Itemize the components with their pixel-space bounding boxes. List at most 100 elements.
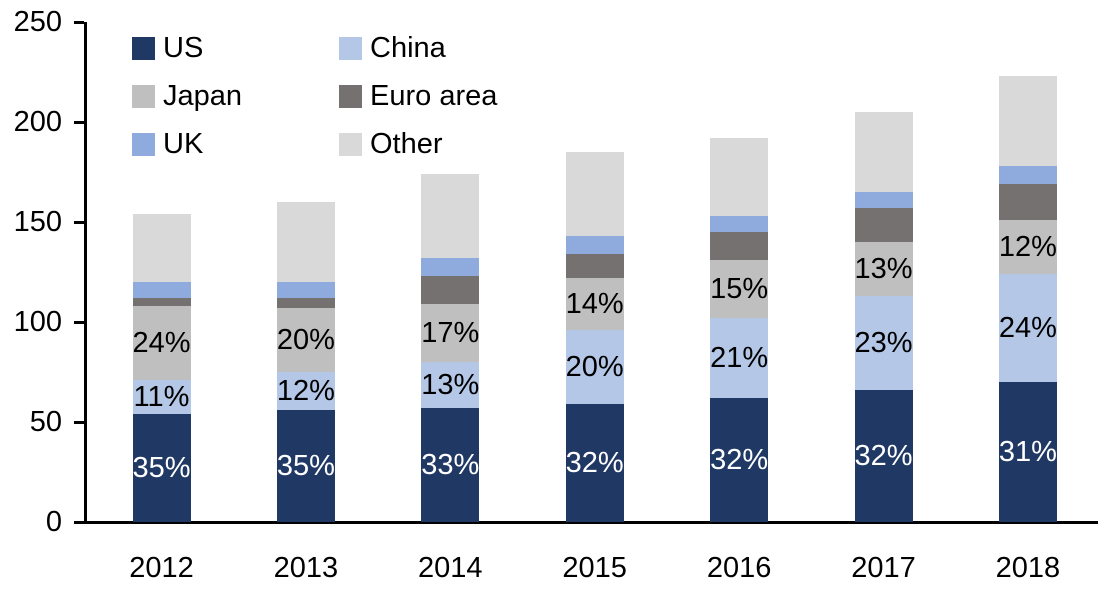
y-axis-line xyxy=(84,22,87,524)
bar-segment-us-2014 xyxy=(421,408,480,522)
y-tick xyxy=(74,320,84,324)
legend-label: US xyxy=(163,31,204,64)
legend-label: Euro area xyxy=(370,79,498,112)
x-tick-label-2012: 2012 xyxy=(129,552,194,584)
bar-segment-us-2013 xyxy=(276,410,335,522)
bar-segment-japan-2014 xyxy=(421,304,480,362)
bar-segment-uk-2016 xyxy=(710,216,769,232)
legend-swatch-euro-area xyxy=(339,84,362,108)
bar-segment-japan-2015 xyxy=(565,278,624,330)
bar-segment-uk-2017 xyxy=(854,192,913,208)
y-tick xyxy=(74,220,84,224)
segment-label-us-2017: 32% xyxy=(854,440,913,472)
legend-swatch-us xyxy=(132,36,155,60)
segment-label-china-2017: 23% xyxy=(854,327,913,359)
legend-swatch-china xyxy=(339,36,362,60)
y-tick-label: 150 xyxy=(13,206,62,238)
segment-label-us-2012: 35% xyxy=(132,452,191,484)
y-tick xyxy=(74,420,84,424)
bar-segment-euro-area-2018 xyxy=(998,184,1057,220)
bar-segment-euro-area-2015 xyxy=(565,254,624,278)
x-tick-label-2018: 2018 xyxy=(995,552,1061,584)
x-tick-label-2017: 2017 xyxy=(851,552,916,584)
x-tick-label-2014: 2014 xyxy=(418,552,483,584)
bar-segment-japan-2016 xyxy=(710,260,769,318)
segment-label-japan-2018: 12% xyxy=(998,231,1057,263)
bar-segment-uk-2012 xyxy=(132,282,191,298)
legend-swatch-japan xyxy=(132,84,155,108)
bar-segment-japan-2017 xyxy=(854,242,913,296)
bar-segment-japan-2018 xyxy=(998,220,1057,274)
segment-label-us-2018: 31% xyxy=(998,436,1057,468)
segment-label-china-2012: 11% xyxy=(133,381,190,413)
bar-segment-euro-area-2014 xyxy=(421,276,480,304)
bar-segment-us-2012 xyxy=(132,414,191,522)
segment-label-japan-2013: 20% xyxy=(276,324,335,356)
bar-segment-china-2014 xyxy=(421,362,480,408)
segment-label-china-2015: 20% xyxy=(565,351,624,383)
bar-segment-china-2012 xyxy=(132,380,191,414)
bar-segment-other-2017 xyxy=(854,112,913,192)
bar-segment-euro-area-2013 xyxy=(276,298,335,308)
bar-segment-other-2013 xyxy=(276,202,335,282)
bar-segment-us-2017 xyxy=(854,390,913,522)
legend-item-other: Other xyxy=(339,129,497,158)
bar-segment-china-2013 xyxy=(276,372,335,410)
legend-item-euro-area: Euro area xyxy=(339,79,498,112)
legend-label: Japan xyxy=(163,79,243,112)
bar-segment-japan-2012 xyxy=(132,306,191,380)
bar-segment-uk-2018 xyxy=(998,166,1057,184)
bar-segment-euro-area-2012 xyxy=(132,298,191,306)
y-tick-label: 50 xyxy=(29,406,62,438)
x-axis-line xyxy=(84,521,1098,524)
segment-label-japan-2012: 24% xyxy=(132,327,191,359)
bar-segment-china-2017 xyxy=(854,296,913,390)
y-tick-label: 250 xyxy=(13,6,62,38)
segment-label-us-2014: 33% xyxy=(421,449,480,481)
bar-segment-china-2018 xyxy=(998,274,1057,382)
legend-item-uk: UK xyxy=(132,127,339,160)
bar-segment-other-2014 xyxy=(421,174,480,258)
bar-segment-japan-2013 xyxy=(276,308,335,372)
bar-segment-uk-2013 xyxy=(276,282,335,298)
segment-label-japan-2015: 14% xyxy=(565,288,624,320)
bar-segment-us-2015 xyxy=(565,404,624,522)
segment-label-china-2016: 21% xyxy=(710,342,769,374)
segment-label-china-2014: 13% xyxy=(421,369,480,401)
bar-segment-us-2018 xyxy=(998,382,1057,522)
bar-segment-other-2016 xyxy=(710,138,769,216)
segment-label-us-2016: 32% xyxy=(710,444,769,476)
bar-segment-china-2016 xyxy=(710,318,769,398)
y-tick-label: 200 xyxy=(13,106,62,138)
legend-label: UK xyxy=(163,127,204,160)
y-tick xyxy=(74,120,84,124)
segment-label-us-2015: 32% xyxy=(565,447,624,479)
segment-label-japan-2017: 13% xyxy=(854,253,913,285)
legend-label: China xyxy=(370,31,446,64)
legend-swatch-other xyxy=(339,132,362,156)
bar-segment-other-2018 xyxy=(998,76,1057,166)
bar-segment-us-2016 xyxy=(710,398,769,522)
legend-item-china: China xyxy=(339,31,497,64)
bar-segment-euro-area-2016 xyxy=(710,232,769,260)
bar-segment-other-2015 xyxy=(565,152,624,236)
chart-legend: US China Japan Euro area UK Other xyxy=(132,24,497,168)
legend-item-japan: Japan xyxy=(132,79,339,112)
segment-label-japan-2016: 15% xyxy=(710,273,769,305)
legend-item-us: US xyxy=(132,31,339,64)
bar-segment-china-2015 xyxy=(565,330,624,404)
y-tick xyxy=(74,20,84,24)
segment-label-japan-2014: 17% xyxy=(421,317,480,349)
bar-segment-euro-area-2017 xyxy=(854,208,913,242)
bar-segment-other-2012 xyxy=(132,214,191,282)
segment-label-china-2018: 24% xyxy=(998,312,1057,344)
bar-segment-uk-2015 xyxy=(565,236,624,254)
x-tick-label-2016: 2016 xyxy=(706,552,772,584)
x-tick-label-2015: 2015 xyxy=(562,552,627,584)
x-tick-label-2013: 2013 xyxy=(273,552,339,584)
y-tick-label: 0 xyxy=(45,506,62,538)
legend-swatch-uk xyxy=(132,132,155,156)
segment-label-china-2013: 12% xyxy=(276,375,335,407)
bar-segment-uk-2014 xyxy=(421,258,480,276)
